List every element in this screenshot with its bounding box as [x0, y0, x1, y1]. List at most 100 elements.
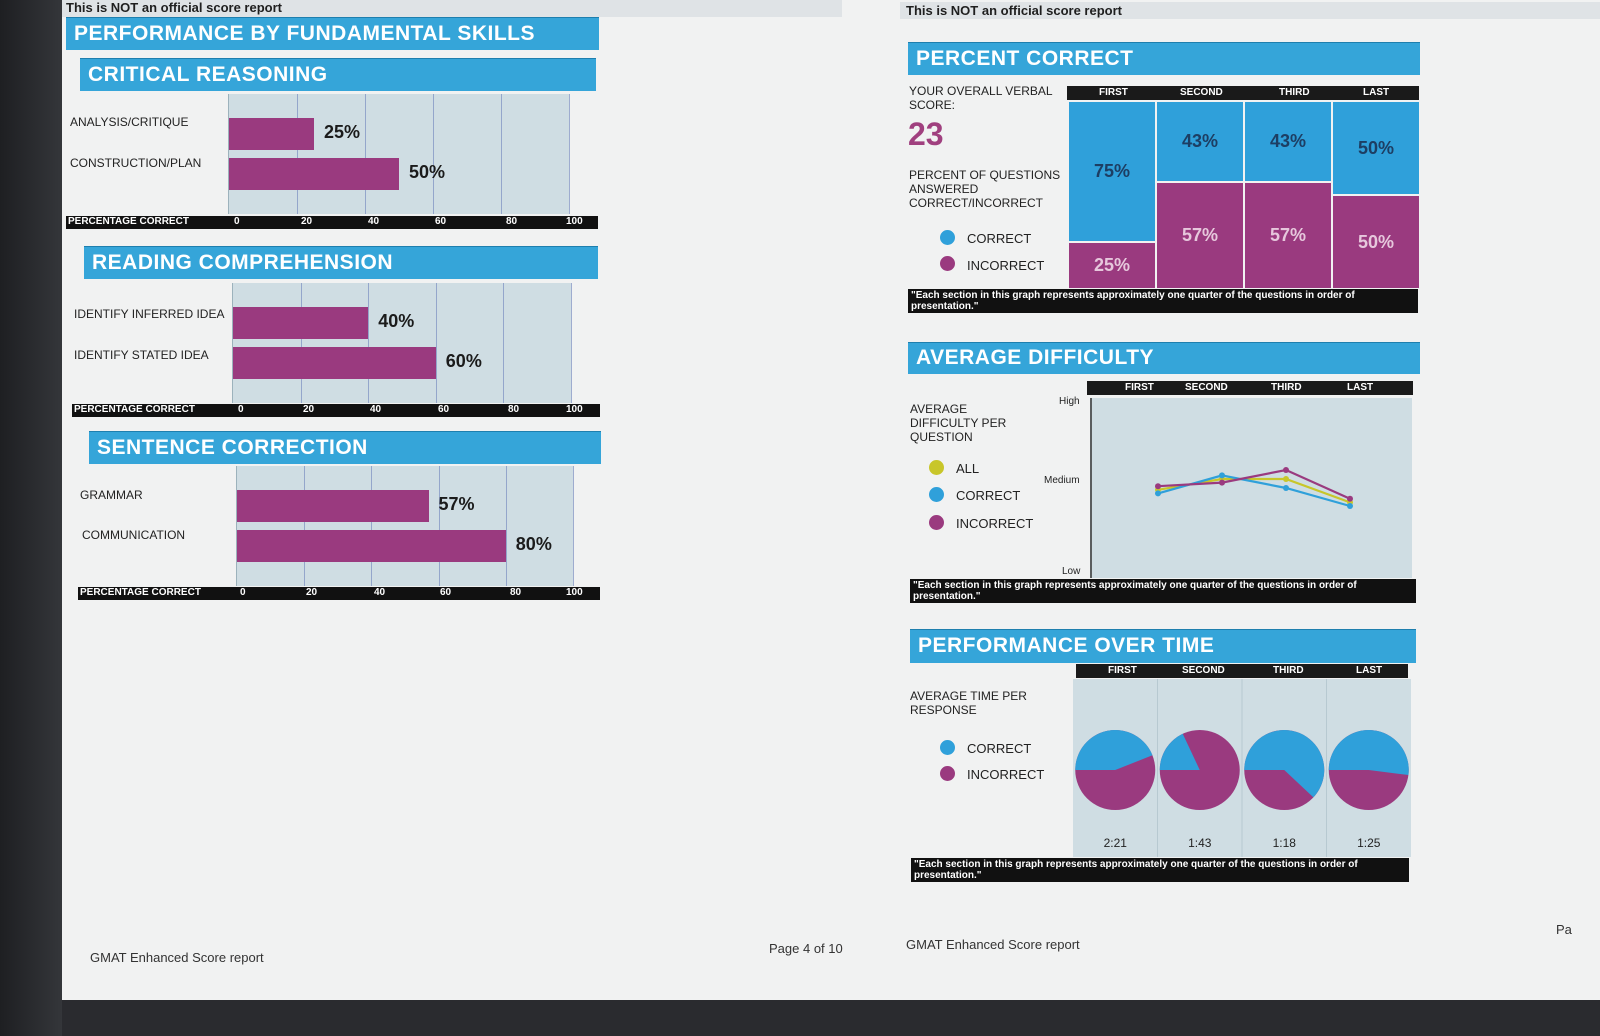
gridline	[371, 466, 373, 586]
gridline	[368, 283, 370, 403]
tick: 80	[506, 216, 518, 227]
page-number: Page 4 of 10	[769, 941, 843, 956]
average-difficulty-note: "Each section in this graph represents a…	[910, 579, 1416, 603]
quarter-third: THIRD	[1271, 382, 1302, 393]
fundamental-skills-title: PERFORMANCE BY FUNDAMENTAL SKILLS	[74, 21, 536, 45]
quarter-second: SECOND	[1185, 382, 1228, 393]
difficulty-line-incorrect	[1157, 468, 1351, 500]
tick: 60	[438, 404, 450, 415]
percent-correct-note: "Each section in this graph represents a…	[908, 289, 1418, 313]
tick: 100	[566, 216, 583, 227]
row-label-grammar: GRAMMAR	[80, 488, 143, 502]
quarter-first: FIRST	[1099, 87, 1128, 98]
gridline	[304, 466, 306, 586]
questions-answered-label: PERCENT OF QUESTIONS ANSWERED CORRECT/IN…	[909, 168, 1061, 210]
legend-incorrect-label: INCORRECT	[967, 258, 1045, 273]
quarter-last: LAST	[1347, 382, 1374, 393]
tick: 0	[240, 587, 246, 598]
tick: 20	[301, 216, 313, 227]
performance-over-time-note: "Each section in this graph represents a…	[911, 858, 1409, 882]
skill-bar	[233, 347, 436, 379]
percent-correct-header: PERCENT CORRECT	[908, 42, 1420, 75]
quarter-third: THIRD	[1273, 665, 1304, 676]
difficulty-low-label: Low	[1062, 566, 1081, 577]
skill-bar-value: 25%	[324, 122, 361, 142]
reading-comprehension-chart: 40% 60%	[232, 283, 572, 403]
gridline	[365, 94, 366, 214]
verbal-score-value: 23	[908, 116, 944, 152]
quarter-last: LAST	[1363, 87, 1390, 98]
gridline	[569, 94, 570, 214]
reading-comprehension-title: READING COMPREHENSION	[92, 250, 394, 274]
gridline	[297, 94, 298, 214]
row-label-analysis: ANALYSIS/CRITIQUE	[70, 115, 189, 129]
legend-incorrect-dot	[940, 256, 955, 271]
pie-correct-slice	[1159, 733, 1200, 770]
avg-time-value: 1:43	[1188, 836, 1212, 850]
percent-correct-chart: 75% 25% 43% 57% 43% 57% 50% 50%	[1068, 102, 1420, 288]
tick: 40	[374, 587, 386, 598]
legend-all-dot	[929, 460, 944, 475]
difficulty-point-incorrect	[1283, 467, 1289, 473]
quarter-first: FIRST	[1125, 382, 1154, 393]
critical-reasoning-title: CRITICAL REASONING	[88, 62, 328, 86]
difficulty-quarter-header: FIRST SECOND THIRD LAST	[1087, 381, 1413, 395]
tick: 20	[306, 587, 318, 598]
gridline	[505, 466, 507, 586]
incorrect-segment-label: 25%	[1093, 254, 1131, 275]
difficulty-point-correct	[1283, 485, 1289, 491]
sentence-correction-header: SENTENCE CORRECTION	[89, 431, 601, 464]
tick: 20	[303, 404, 315, 415]
gridline	[573, 466, 574, 586]
verbal-score-label: YOUR OVERALL VERBAL SCORE:	[909, 84, 1053, 112]
difficulty-point-incorrect	[1347, 495, 1353, 502]
pie-correct-slice	[1075, 730, 1153, 770]
chart-background	[1090, 398, 1412, 578]
skill-bar	[229, 118, 314, 150]
average-difficulty-header: AVERAGE DIFFICULTY	[908, 342, 1420, 374]
tick: 100	[566, 587, 583, 598]
tick: 0	[238, 404, 244, 415]
row-label-inferred: IDENTIFY INFERRED IDEA	[74, 307, 225, 321]
footer-left: GMAT Enhanced Score report	[90, 950, 264, 965]
performance-over-time-header: PERFORMANCE OVER TIME	[910, 629, 1416, 663]
quarter-last: LAST	[1356, 665, 1383, 676]
avg-time-value: 1:25	[1357, 836, 1381, 850]
average-difficulty-chart	[1090, 398, 1412, 578]
skill-bar	[233, 307, 369, 339]
avg-time-value: 1:18	[1273, 836, 1297, 850]
tick: 40	[370, 404, 382, 415]
skill-bar-value: 80%	[515, 534, 552, 554]
pie-correct-slice	[1244, 730, 1325, 798]
footer-edge: Pa	[1556, 922, 1572, 937]
tick: 60	[440, 587, 452, 598]
gridline	[300, 283, 302, 403]
incorrect-segment-label: 57%	[1269, 224, 1307, 245]
legend-incorrect-dot	[929, 515, 944, 530]
difficulty-point-correct	[1155, 490, 1161, 497]
row-label-construction: CONSTRUCTION/PLAN	[70, 156, 202, 170]
skill-bar-value: 50%	[409, 162, 446, 182]
difficulty-point-incorrect	[1155, 483, 1161, 490]
correct-segment: 50%	[1333, 102, 1419, 194]
legend-correct-label: CORRECT	[956, 488, 1021, 503]
score-report-page: This is NOT an official score report PER…	[62, 0, 1600, 1000]
legend-all-label: ALL	[956, 461, 980, 476]
correct-segment: 43%	[1245, 102, 1331, 181]
incorrect-segment: 57%	[1245, 182, 1331, 288]
tick: 80	[510, 587, 522, 598]
footer-right: GMAT Enhanced Score report	[906, 937, 1080, 952]
axis-label: PERCENTAGE CORRECT	[74, 404, 195, 415]
correct-segment: 43%	[1157, 102, 1243, 181]
legend-incorrect-dot	[940, 766, 955, 781]
axis-sentence-correction: PERCENTAGE CORRECT 0 20 40 60 80 100	[78, 587, 600, 600]
skill-bar	[229, 158, 399, 190]
percent-correct-title: PERCENT CORRECT	[916, 46, 1134, 70]
quarter-second: SECOND	[1180, 87, 1223, 98]
difficulty-point-incorrect	[1219, 479, 1225, 486]
gridline	[438, 466, 440, 586]
difficulty-point-correct	[1347, 503, 1353, 509]
avg-time-label: AVERAGE TIME PER RESPONSE	[910, 689, 1027, 717]
gridline	[571, 283, 572, 403]
reading-comprehension-header: READING COMPREHENSION	[84, 246, 598, 279]
